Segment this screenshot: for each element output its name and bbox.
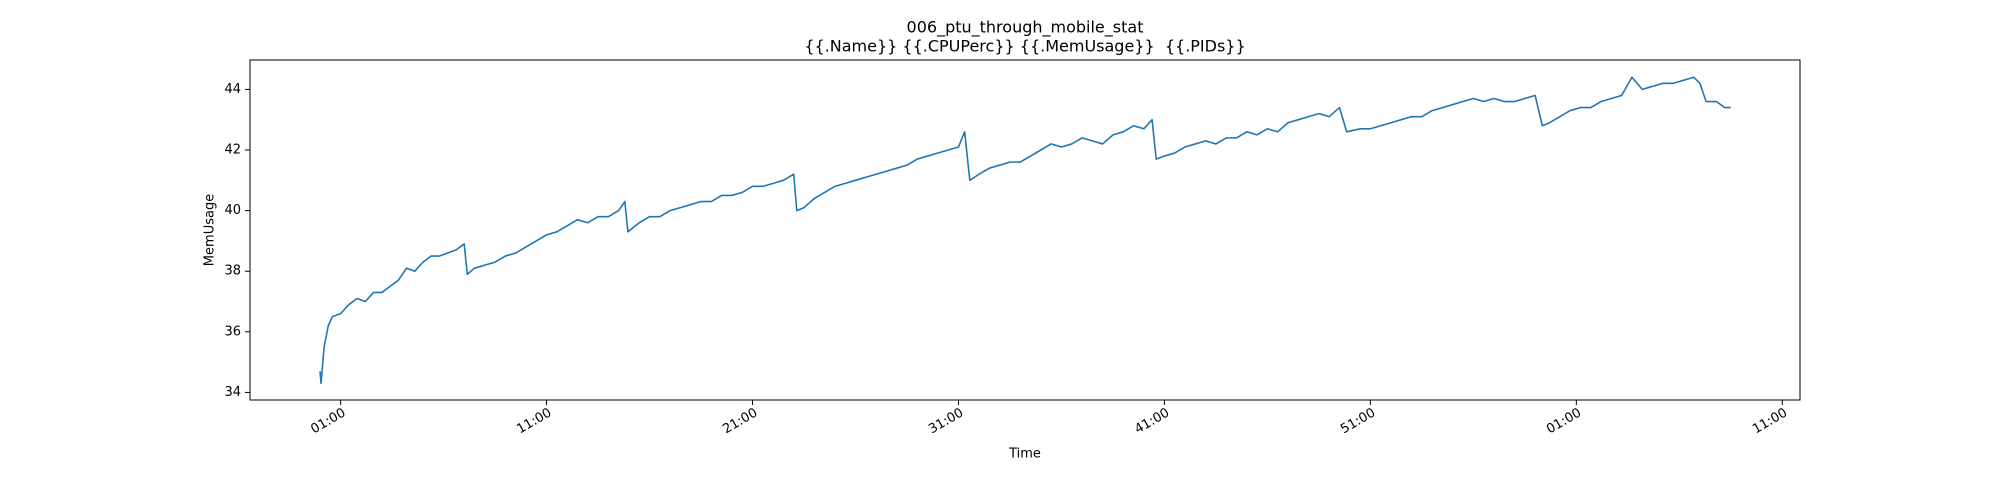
y-tick-label: 40 xyxy=(224,203,241,218)
data-line xyxy=(319,76,1731,385)
plot-frame xyxy=(249,59,1801,401)
y-tick-label: 36 xyxy=(224,324,241,339)
chart-subtitle: {{.Name}} {{.CPUPerc}} {{.MemUsage}} {{.… xyxy=(804,37,1245,56)
y-tick-label: 34 xyxy=(224,385,241,400)
y-tick-label: 42 xyxy=(224,143,241,158)
chart-title: 006_ptu_through_mobile_stat xyxy=(907,18,1144,38)
y-tick-label: 38 xyxy=(224,264,241,279)
y-axis-label: MemUsage xyxy=(203,194,218,266)
y-tick-label: 44 xyxy=(224,82,241,97)
x-axis-label: Time xyxy=(1008,447,1041,462)
